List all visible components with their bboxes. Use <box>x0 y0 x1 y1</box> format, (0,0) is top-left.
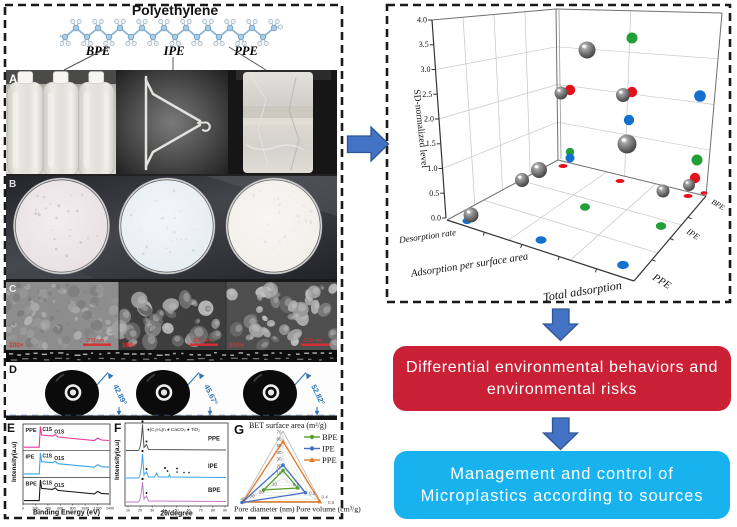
svg-text:400: 400 <box>45 507 51 511</box>
svg-text:C: C <box>9 284 16 295</box>
svg-text:200: 200 <box>32 507 38 511</box>
svg-text:0.5: 0.5 <box>429 189 439 198</box>
svg-text:0.4: 0.4 <box>322 495 329 500</box>
svg-text:100×: 100× <box>9 342 24 349</box>
svg-text:IPE: IPE <box>684 226 702 242</box>
svg-text:600: 600 <box>57 507 63 511</box>
svg-text:●(C₂H₄)n ● CaCO₃ ● TiO₂: ●(C₂H₄)n ● CaCO₃ ● TiO₂ <box>147 427 200 432</box>
svg-text:90: 90 <box>223 509 227 513</box>
svg-text:O1S: O1S <box>54 456 65 462</box>
svg-text:Pore diameter (nm): Pore diameter (nm) <box>234 505 295 514</box>
svg-text:20: 20 <box>276 464 282 469</box>
svg-text:O1S: O1S <box>54 483 65 489</box>
svg-text:0.0: 0.0 <box>431 214 441 223</box>
svg-text:IPE: IPE <box>26 455 35 461</box>
svg-text:O1S: O1S <box>54 430 65 436</box>
svg-text:200 nm: 200 nm <box>304 338 323 344</box>
svg-text:800: 800 <box>70 507 76 511</box>
svg-text:D: D <box>9 364 17 376</box>
svg-text:80: 80 <box>211 509 215 513</box>
svg-text:BPE: BPE <box>710 197 727 212</box>
svg-text:Adsorption per surface area: Adsorption per surface area <box>409 251 529 280</box>
svg-text:2θ/degree: 2θ/degree <box>160 511 193 518</box>
svg-text:60: 60 <box>187 509 191 513</box>
svg-text:4.0: 4.0 <box>417 16 427 25</box>
svg-text:C1S: C1S <box>42 480 52 486</box>
svg-text:Intensity(a.u): Intensity(a.u) <box>114 440 121 480</box>
svg-text:2.0: 2.0 <box>424 115 434 124</box>
svg-text:1.5: 1.5 <box>426 139 436 148</box>
svg-text:1200: 1200 <box>94 507 102 511</box>
svg-text:2.5: 2.5 <box>422 90 432 99</box>
svg-text:B: B <box>9 179 16 190</box>
svg-text:20: 20 <box>259 490 265 495</box>
svg-text:IPE: IPE <box>322 444 335 454</box>
svg-text:30: 30 <box>276 457 282 462</box>
svg-text:200 nm: 200 nm <box>193 338 212 344</box>
svg-text:C1S: C1S <box>42 454 52 460</box>
svg-text:Total adsorption: Total adsorption <box>542 278 622 302</box>
svg-text:1.0: 1.0 <box>428 164 438 173</box>
svg-text:40: 40 <box>276 450 282 455</box>
svg-text:E: E <box>7 421 15 435</box>
svg-text:IPE: IPE <box>208 464 218 470</box>
svg-text:200 nm: 200 nm <box>86 338 105 344</box>
svg-text:Binding Energy (eV): Binding Energy (eV) <box>33 510 100 517</box>
svg-text:20: 20 <box>138 509 142 513</box>
svg-text:BPE: BPE <box>26 481 38 487</box>
svg-text:0.6: 0.6 <box>328 500 335 505</box>
svg-text:BPE: BPE <box>208 488 220 494</box>
svg-text:100×: 100× <box>122 342 137 349</box>
svg-text:1000: 1000 <box>81 507 89 511</box>
svg-text:PPE: PPE <box>322 455 337 465</box>
svg-text:C1S: C1S <box>42 427 52 433</box>
svg-text:1400: 1400 <box>106 507 114 511</box>
svg-text:10: 10 <box>126 509 130 513</box>
svg-text:70: 70 <box>276 430 282 435</box>
svg-text:50: 50 <box>175 509 179 513</box>
svg-text:50: 50 <box>276 443 282 448</box>
svg-text:100×: 100× <box>229 342 244 349</box>
svg-text:10: 10 <box>276 470 282 475</box>
svg-text:0.2: 0.2 <box>309 491 316 496</box>
svg-text:0.0: 0.0 <box>293 482 300 487</box>
svg-text:40: 40 <box>162 509 166 513</box>
svg-text:40: 40 <box>240 497 246 502</box>
svg-text:10: 10 <box>272 482 278 487</box>
svg-text:PPE: PPE <box>650 272 673 292</box>
svg-text:BPE: BPE <box>322 432 338 442</box>
svg-text:PPE: PPE <box>26 428 37 434</box>
svg-text:BET surface area (m²/g): BET surface area (m²/g) <box>249 421 327 430</box>
svg-text:30: 30 <box>249 494 255 499</box>
svg-text:3.5: 3.5 <box>419 40 429 49</box>
svg-text:G: G <box>234 422 244 437</box>
svg-text:0: 0 <box>22 507 24 511</box>
svg-text:F: F <box>114 421 121 435</box>
svg-text:60: 60 <box>276 436 282 441</box>
svg-text:3.0: 3.0 <box>421 65 431 74</box>
svg-text:Intensity(a.u): Intensity(a.u) <box>11 442 18 482</box>
svg-text:PPE: PPE <box>208 437 220 443</box>
svg-text:30: 30 <box>150 509 154 513</box>
svg-text:A: A <box>9 74 17 86</box>
svg-text:Pore volume (cm³/g): Pore volume (cm³/g) <box>296 505 361 514</box>
svg-text:70: 70 <box>199 509 203 513</box>
svg-text:Desorption rate: Desorption rate <box>398 227 457 245</box>
svg-text:SD-normalized level: SD-normalized level <box>411 89 429 169</box>
